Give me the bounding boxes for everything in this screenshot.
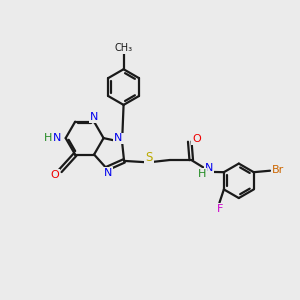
Text: H: H (198, 169, 206, 179)
Text: N: N (104, 168, 112, 178)
Text: O: O (51, 170, 59, 180)
Text: S: S (146, 152, 153, 164)
Text: O: O (192, 134, 201, 144)
Text: CH₃: CH₃ (115, 43, 133, 53)
Text: Br: Br (272, 165, 284, 175)
Text: H: H (44, 133, 52, 142)
Text: N: N (53, 133, 61, 143)
Text: N: N (114, 134, 123, 143)
Text: F: F (217, 204, 223, 214)
Text: N: N (205, 163, 213, 173)
Text: N: N (90, 112, 98, 122)
